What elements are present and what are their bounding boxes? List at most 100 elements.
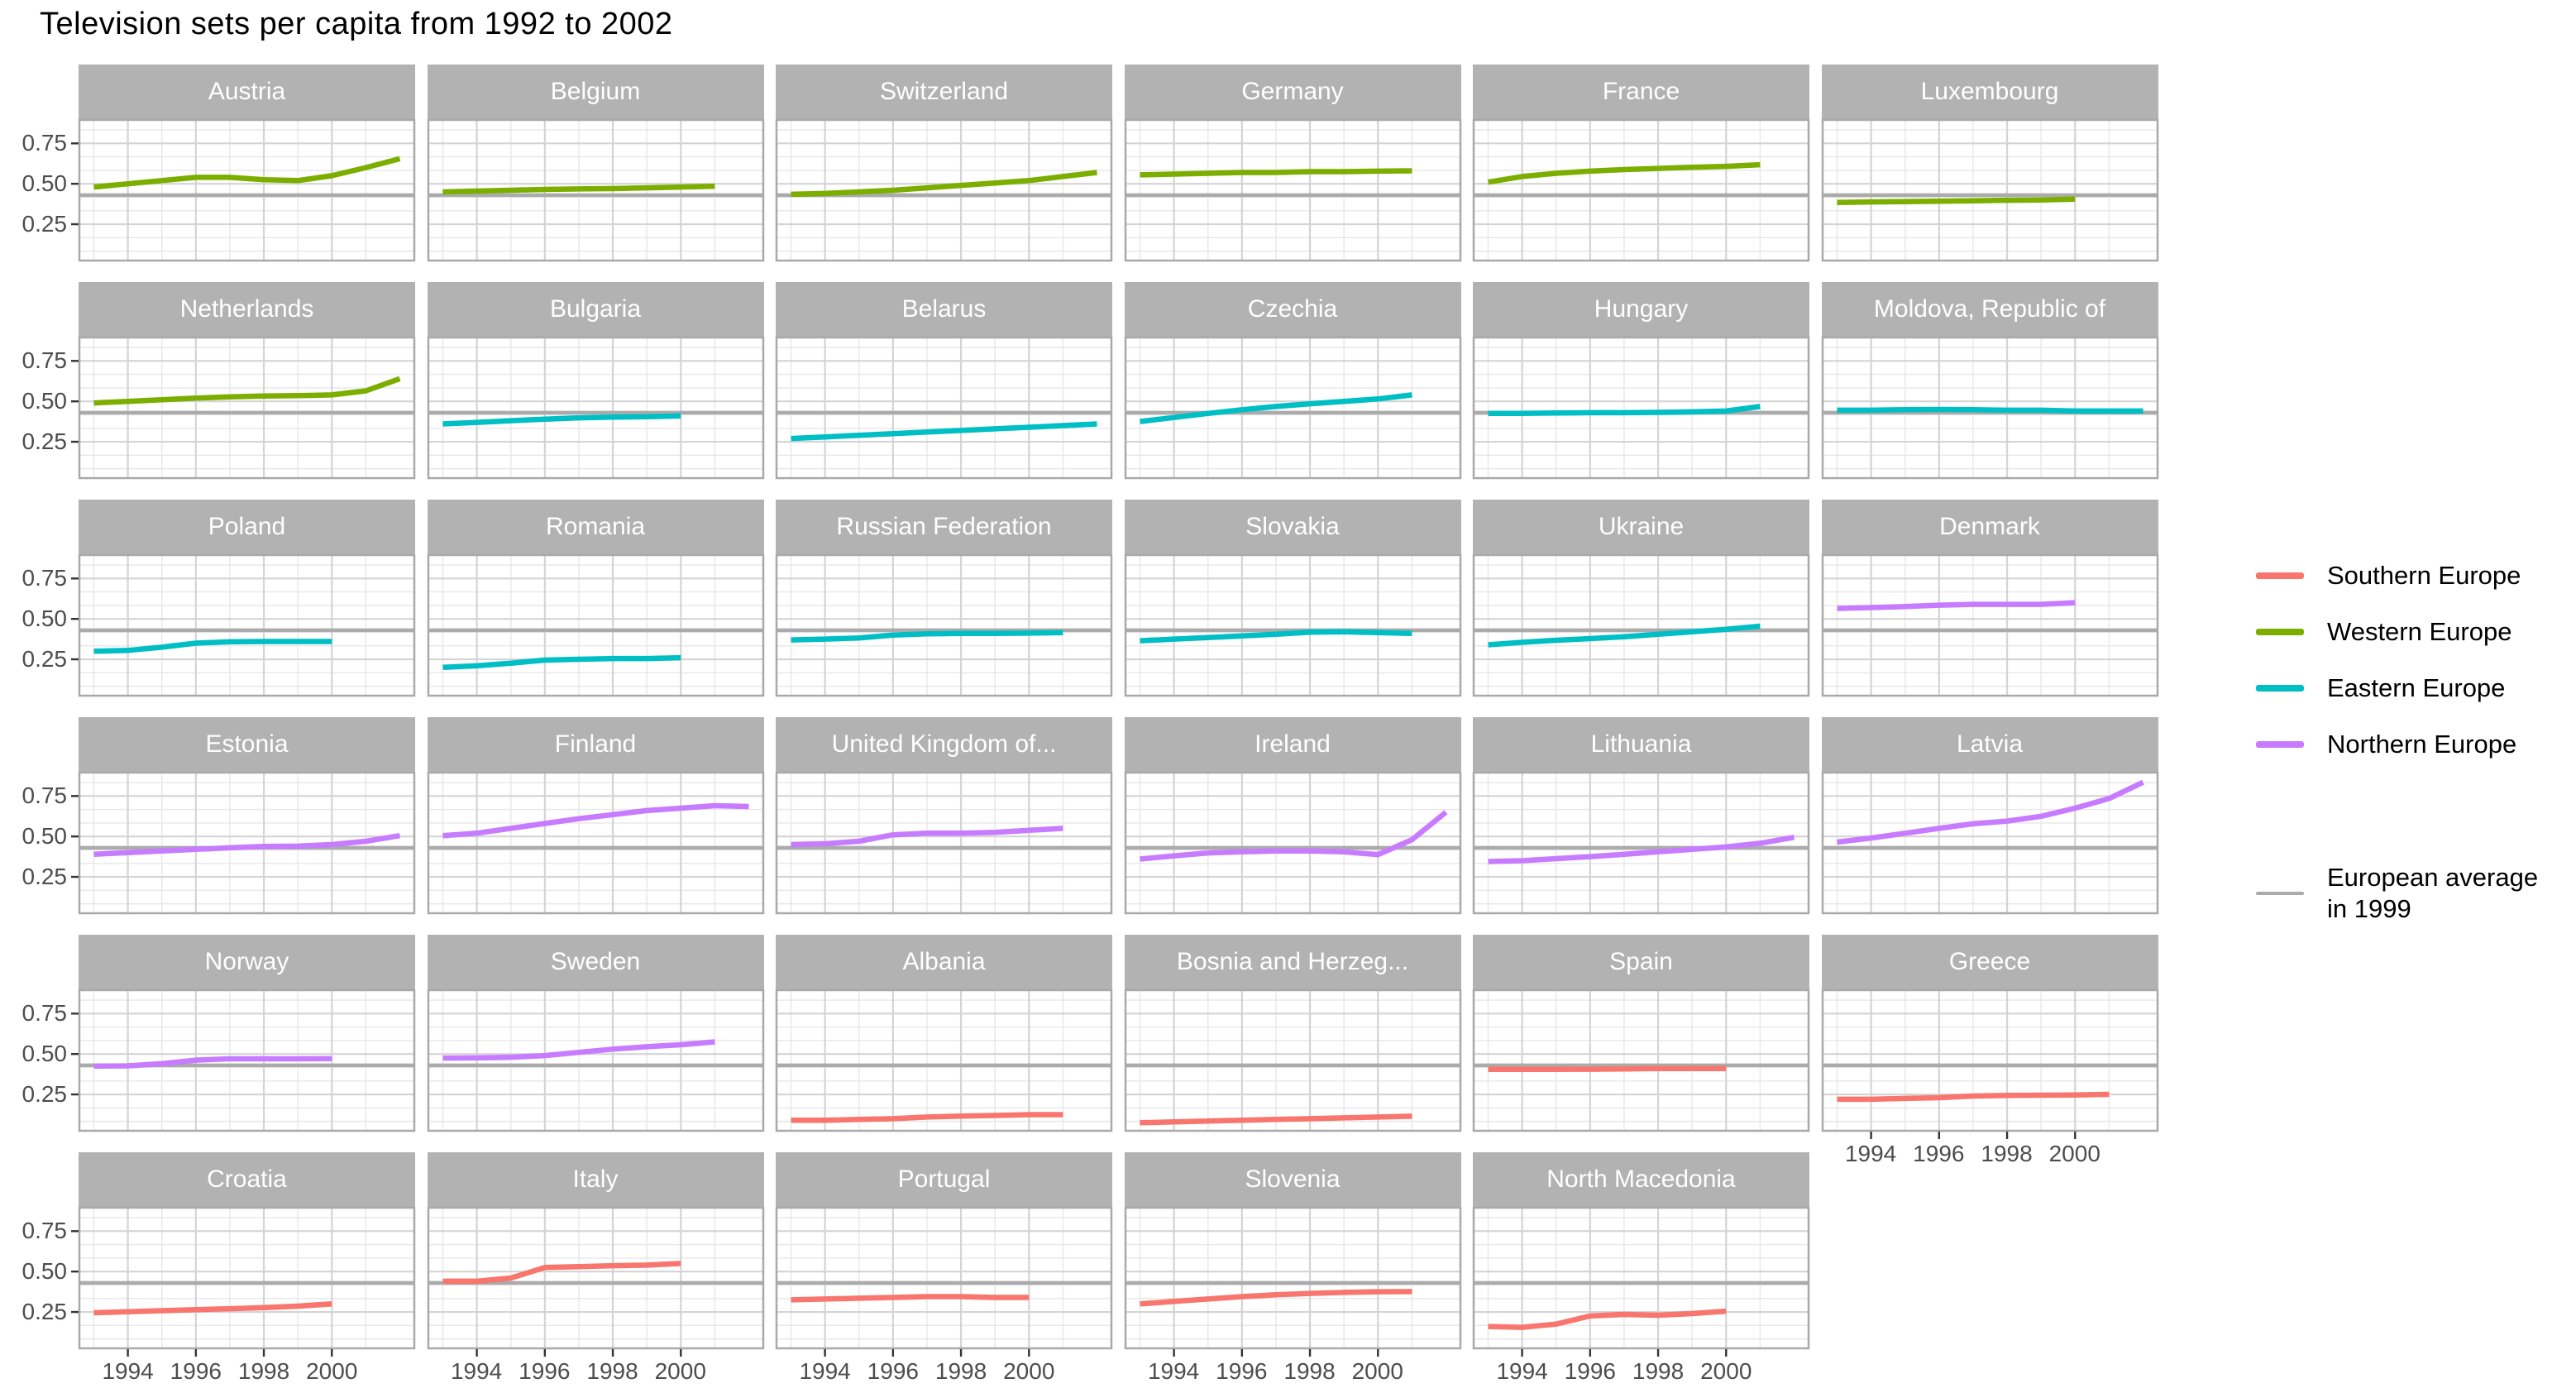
x-tick-label: 1994 — [450, 1358, 503, 1384]
facet-panel — [1472, 1206, 1810, 1357]
facet-latvia: Latvia — [1821, 717, 2158, 915]
data-line — [791, 1112, 1063, 1123]
panel-border — [1124, 553, 1461, 697]
facet-title: Albania — [776, 935, 1112, 989]
data-line — [1139, 168, 1412, 178]
facet-panel — [775, 771, 1113, 915]
data-line — [1836, 196, 2075, 205]
facet-panel — [1821, 553, 2158, 697]
panel-background — [427, 554, 764, 696]
facet-panel — [1124, 553, 1461, 697]
panel-background — [1124, 119, 1461, 261]
facet-panel — [775, 1206, 1113, 1357]
facet-panel — [1124, 771, 1461, 915]
data-line — [442, 1261, 681, 1285]
panel-border — [1124, 336, 1461, 480]
data-line — [791, 1294, 1030, 1303]
facet-panel — [427, 336, 764, 480]
facet-panel — [71, 771, 416, 915]
x-tick-label: 2000 — [306, 1358, 358, 1384]
panel-border — [1821, 989, 2158, 1132]
data-line — [1139, 1289, 1412, 1307]
data-line — [1488, 623, 1761, 648]
panel-border — [427, 553, 764, 697]
facet-ukraine: Ukraine — [1472, 500, 1810, 697]
facet-panel — [1472, 553, 1810, 697]
facet-poland: Poland — [71, 500, 416, 697]
panel-background — [1821, 989, 2158, 1132]
facet-romania: Romania — [427, 500, 764, 697]
panel-border — [775, 989, 1113, 1132]
facet-panel — [427, 771, 764, 915]
data-line — [442, 413, 681, 427]
panel-border — [427, 118, 764, 262]
facet-title: France — [1473, 65, 1809, 119]
x-tick-label: 1996 — [1564, 1358, 1616, 1384]
legend-spacer — [2256, 773, 2570, 865]
y-tick-label: 0.75 — [22, 347, 68, 374]
facet-czechia: Czechia — [1124, 282, 1461, 480]
panel-border — [1472, 118, 1810, 262]
panel-border — [427, 336, 764, 480]
data-line — [93, 832, 401, 857]
panel-border — [775, 336, 1113, 480]
panel-background — [1473, 989, 1809, 1132]
facet-finland: Finland — [427, 717, 764, 915]
x-tick-label: 1998 — [1981, 1141, 2033, 1166]
facet-panel — [1472, 771, 1810, 915]
x-tick-label: 1996 — [867, 1358, 919, 1384]
facet-portugal: Portugal — [775, 1152, 1113, 1357]
panel-border — [1124, 1206, 1461, 1350]
legend-item-northern-europe: Northern Europe — [2256, 716, 2570, 773]
panel-background — [1473, 119, 1809, 261]
legend-item-eastern-europe: Eastern Europe — [2256, 660, 2570, 716]
facet-estonia: Estonia — [71, 717, 416, 915]
facet-title: Slovakia — [1124, 500, 1461, 554]
panel-background — [1124, 554, 1461, 696]
panel-border — [1821, 553, 2158, 697]
panel-background — [1821, 772, 2158, 914]
facet-panel — [71, 989, 416, 1132]
legend-label: Southern Europe — [2327, 561, 2521, 590]
facet-slovakia: Slovakia — [1124, 500, 1461, 697]
facet-panel — [427, 989, 764, 1132]
data-line — [93, 156, 401, 190]
legend-label: Northern Europe — [2327, 730, 2517, 759]
data-line — [1837, 1091, 2109, 1103]
panel-border — [775, 1206, 1113, 1350]
legend-label: Eastern Europe — [2327, 673, 2506, 702]
facet-title: North Macedonia — [1473, 1152, 1809, 1207]
panel-background — [79, 554, 415, 696]
panel-border — [78, 989, 416, 1132]
facet-panel — [71, 118, 416, 262]
panel-background — [1124, 989, 1461, 1132]
panel-border — [1821, 118, 2158, 262]
y-tick-label: 0.25 — [22, 864, 68, 890]
panel-background — [776, 554, 1112, 696]
y-tick-label: 0.25 — [22, 428, 68, 455]
panel-background — [79, 1207, 415, 1349]
data-line — [1488, 1308, 1727, 1330]
panel-border — [427, 989, 764, 1132]
facet-title: Hungary — [1473, 282, 1809, 337]
x-tick-label: 1998 — [237, 1358, 290, 1384]
chart-title: Television sets per capita from 1992 to … — [40, 7, 673, 41]
legend-item-european-average: European average in 1999 — [2256, 863, 2570, 923]
panel-background — [1821, 119, 2158, 261]
facet-title: Russian Federation — [776, 500, 1112, 554]
facet-greece: Greece — [1821, 935, 2158, 1139]
x-tick-label: 1994 — [1496, 1358, 1548, 1384]
facet-title: Slovenia — [1124, 1152, 1461, 1207]
legend-label: Western Europe — [2327, 617, 2512, 646]
x-tick-label: 1998 — [1283, 1358, 1336, 1384]
panel-background — [79, 337, 415, 479]
facet-united-kingdom-of: United Kingdom of... — [775, 717, 1113, 915]
data-line — [1487, 161, 1761, 185]
facet-switzerland: Switzerland — [775, 65, 1113, 262]
facet-panel — [775, 118, 1113, 262]
y-tick-label: 0.50 — [22, 388, 68, 414]
data-line — [1836, 779, 2144, 845]
facet-panel — [775, 989, 1113, 1132]
panel-border — [78, 1206, 416, 1350]
facet-north-macedonia: North Macedonia — [1472, 1152, 1810, 1357]
